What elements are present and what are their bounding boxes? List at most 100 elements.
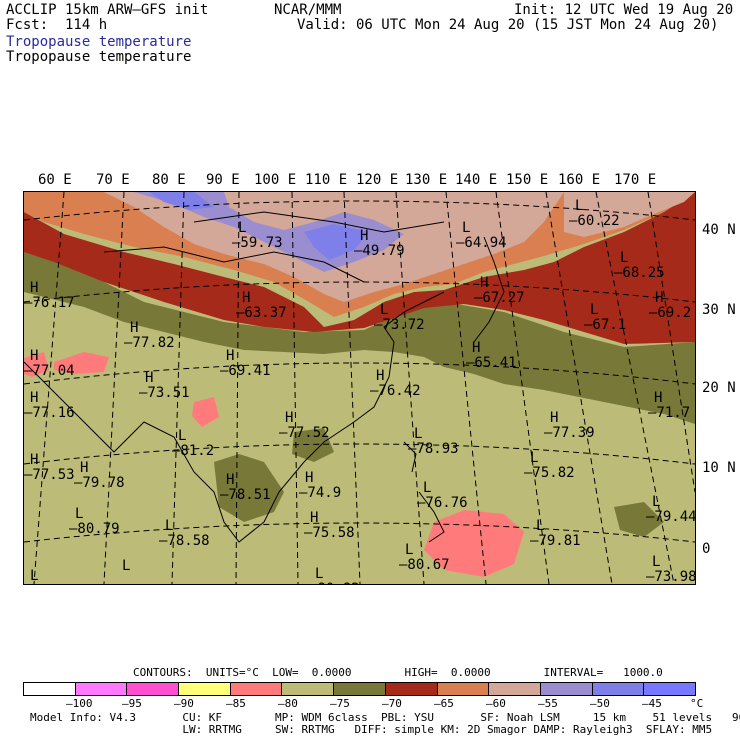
pressure-center-value: –67.27: [474, 290, 525, 306]
pressure-center-value: –79.78: [74, 475, 125, 491]
field-title: Tropopause temperature: [6, 49, 192, 65]
lat-label: 30 N: [702, 302, 736, 318]
colorbar-label: –85: [226, 697, 246, 710]
pressure-center-letter: H: [655, 290, 663, 306]
pressure-center-value: –65.41: [466, 355, 517, 371]
pressure-center-letter: L: [178, 428, 186, 444]
pressure-center-value: –49.79: [354, 243, 405, 259]
colorbar-label: –45: [642, 697, 662, 710]
pressure-center-letter: L: [530, 450, 538, 466]
colorbar-label: –55: [538, 697, 558, 710]
pressure-center-letter: L: [575, 198, 583, 214]
pressure-center-value: –67.1: [584, 317, 626, 333]
pressure-center-value: –78.93: [408, 441, 459, 457]
lon-label: 130 E: [405, 172, 448, 188]
pressure-center-letter: L: [122, 558, 130, 574]
pressure-center-letter: L: [590, 302, 598, 318]
pressure-center-value: –80.82: [309, 581, 360, 584]
colorbar-label: –50: [590, 697, 610, 710]
colorbar-swatch: [540, 683, 593, 695]
pressure-center-letter: L: [380, 302, 388, 318]
pressure-center-value: –77.04: [24, 363, 75, 379]
pressure-center-letter: L: [75, 506, 83, 522]
pressure-center-value: –75.82: [524, 465, 575, 481]
lon-label: 140 E: [455, 172, 498, 188]
pressure-center-letter: L: [414, 426, 422, 442]
band-minus85: [24, 352, 49, 377]
lon-label: 100 E: [254, 172, 297, 188]
pressure-center-letter: H: [305, 470, 313, 486]
lon-label: 170 E: [614, 172, 657, 188]
pressure-center-letter: H: [550, 410, 558, 426]
pressure-center-letter: L: [652, 554, 660, 570]
pressure-center-letter: L: [238, 220, 246, 236]
pressure-center-letter: H: [310, 510, 318, 526]
pressure-center-letter: H: [242, 290, 250, 306]
valid-time: Valid: 06 UTC Mon 24 Aug 20 (15 JST Mon …: [297, 17, 719, 33]
model-title: ACCLIP 15km ARW–GFS init: [6, 2, 209, 18]
pressure-center-letter: L: [405, 542, 413, 558]
colorbar-swatch: [282, 683, 335, 695]
band-minus85: [54, 352, 109, 374]
init-time: Init: 12 UTC Wed 19 Aug 20: [514, 2, 734, 18]
pressure-center-value: –77.82: [124, 335, 175, 351]
colorbar-label: –95: [122, 697, 142, 710]
lat-label: 10 N: [702, 460, 736, 476]
pressure-center-value: –75.58: [304, 525, 355, 541]
pressure-center-value: –77.53: [24, 467, 75, 483]
pressure-center-value: –80.22: [24, 583, 75, 584]
pressure-center-letter: H: [226, 348, 234, 364]
pressure-center-letter: L: [652, 494, 660, 510]
contours-info: CONTOURS: UNITS=°C LOW= 0.0000 HIGH= 0.0…: [133, 666, 663, 679]
pressure-center-value: –77.39: [544, 425, 595, 441]
pressure-center-letter: H: [472, 340, 480, 356]
colorbar-unit: °C: [690, 697, 704, 710]
colorbar-label: –70: [382, 697, 402, 710]
pressure-center-value: –76.76: [417, 495, 468, 511]
pressure-center-value: –59.73: [232, 235, 283, 251]
colorbar-swatch: [437, 683, 490, 695]
forecast-hour: Fcst: 114 h: [6, 17, 108, 33]
pressure-labels: L–59.73 H–49.79L–64.94L–60.22L–68.25H–69.…: [24, 198, 695, 584]
lat-label: 20 N: [702, 380, 736, 396]
pressure-center-letter: H: [80, 460, 88, 476]
pressure-center-letter: L: [165, 518, 173, 534]
organization: NCAR/MMM: [274, 2, 342, 18]
pressure-center-letter: L: [536, 518, 544, 534]
colorbar-swatch: [75, 683, 128, 695]
band-minus75: [214, 454, 284, 522]
pressure-center-value: –73.72: [374, 317, 425, 333]
colorbar-label: –80: [278, 697, 298, 710]
lat-label: 0: [702, 541, 711, 557]
band-minus75: [614, 502, 664, 537]
pressure-center-value: –76.17: [24, 295, 75, 311]
pressure-center-value: –77.52: [279, 425, 330, 441]
pressure-center-letter: H: [360, 228, 368, 244]
pressure-center-letter: H: [30, 280, 38, 296]
pressure-center-value: –78.58: [159, 533, 210, 549]
lat-label: 40 N: [702, 222, 736, 238]
field-title-blue: Tropopause temperature: [6, 34, 192, 50]
pressure-center-value: –63.37: [236, 305, 287, 321]
colorbar-label: –90: [174, 697, 194, 710]
lon-label: 80 E: [152, 172, 186, 188]
colorbar-label: –60: [486, 697, 506, 710]
pressure-center-value: –74.9: [299, 485, 341, 501]
colorbar-swatch: [230, 683, 283, 695]
colorbar-swatch: [489, 683, 541, 695]
pressure-center-letter: H: [130, 320, 138, 336]
pressure-center-letter: L: [462, 220, 470, 236]
band-minus85: [192, 397, 219, 427]
pressure-center-value: –78.51: [220, 487, 271, 503]
pressure-center-value: –69.41: [220, 363, 271, 379]
pressure-center-value: –79.81: [530, 533, 581, 549]
colorbar-label: –100: [66, 697, 93, 710]
coastlines: [24, 211, 505, 543]
tropopause-temperature-map: L –59.73 H –49.79 L –64.94 L –60.22 L –68.25 H –69.…: [23, 191, 696, 585]
model-info-line1: Model Info: V4.3 CU: KF MP: WDM 6class P…: [30, 711, 740, 724]
band-minus75: [292, 428, 334, 462]
pressure-center-value: –76.42: [370, 383, 421, 399]
pressure-center-value: –64.94: [456, 235, 507, 251]
pressure-center-value: –79.44: [646, 509, 695, 525]
pressure-center-value: –60.22: [569, 213, 620, 229]
